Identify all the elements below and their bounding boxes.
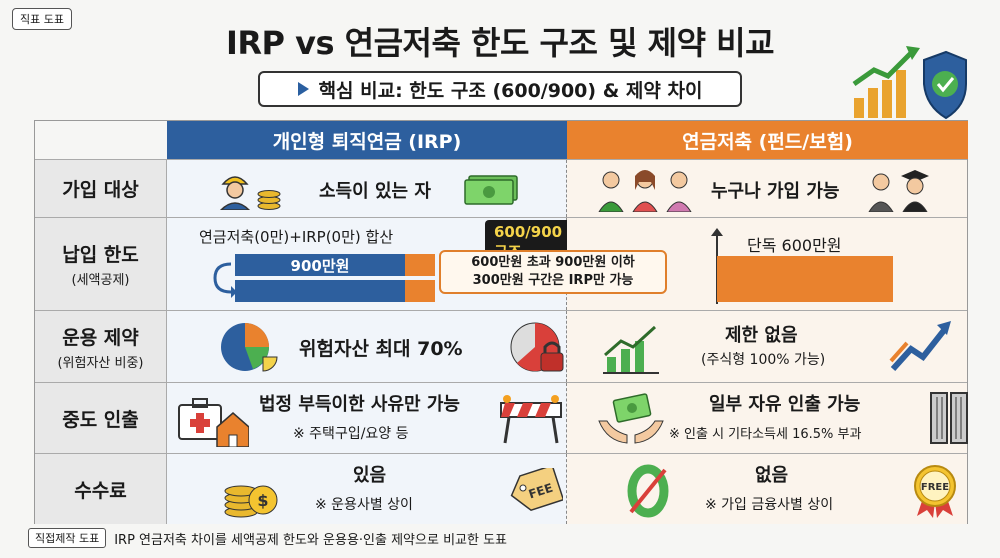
irp-limit-bar-lower: [235, 280, 405, 302]
free-badge-text: FREE: [921, 482, 949, 493]
row-limit: 납입 한도 (세액공제) 연금저축(0만)+IRP(0만) 합산 900만원 6…: [35, 217, 967, 310]
svg-text:$: $: [257, 491, 268, 510]
irp-withdrawal-sub: ※ 주택구입/요양 등: [293, 426, 409, 442]
pension-eligibility-text: 누구나 가입 가능: [711, 181, 840, 202]
row-label-text: 운용 제약: [62, 326, 139, 349]
row-label-sub: (세액공제): [71, 273, 130, 288]
row-label-text: 중도 인출: [62, 408, 139, 431]
cell-pension-withdrawal: 일부 자유 인출 가능 ※ 인출 시 기타소득세 16.5% 부과: [567, 383, 968, 453]
row-label: 중도 인출: [35, 383, 167, 453]
pie-chart-icon: [221, 323, 278, 372]
cycle-arrow-icon: [213, 262, 235, 298]
row-label-text: 가입 대상: [62, 179, 139, 201]
row-label: 운용 제약 (위험자산 비중): [35, 311, 167, 382]
limit-note-box: 600만원 초과 900만원 이하 300만원 구간은 IRP만 가능: [439, 250, 667, 294]
coin-stack-icon: $: [224, 485, 278, 518]
cell-pension-eligibility: 누구나 가입 가능: [567, 160, 967, 217]
irp-limit-caption: 연금저축(0만)+IRP(0만) 합산: [199, 228, 394, 246]
triangle-icon: [297, 82, 309, 96]
lock-pie-icon: [510, 322, 564, 372]
irp-withdrawal-text: 법정 부득이한 사유만 가능: [259, 394, 460, 415]
irp-eligibility-text: 소득이 있는 자: [319, 181, 431, 202]
row-label-text: 수수료: [74, 479, 127, 502]
growth-shield-icon: [852, 46, 967, 120]
cell-irp-investment: 위험자산 최대 70%: [167, 311, 567, 382]
limit-note-line1: 600만원 초과 900만원 이하: [471, 255, 635, 270]
cash-icon: [464, 175, 518, 205]
row-withdrawal: 중도 인출 법정 부득이한 사유만 가능 ※ 주택구입/요양 등: [35, 382, 968, 453]
subtitle-text: 핵심 비교: 한도 구조 (600/900) & 제약 차이: [318, 79, 703, 102]
column-header-pension: 연금저축 (펀드/보험): [567, 121, 968, 159]
row-label: 가입 대상: [35, 160, 167, 217]
pension-investment-text: 제한 없음: [725, 325, 798, 346]
subtitle-box: 핵심 비교: 한도 구조 (600/900) & 제약 차이: [258, 71, 742, 107]
money-hands-icon: [598, 393, 664, 444]
irp-fees-text: 있음: [353, 465, 387, 486]
footer-caption: IRP 연금저축 차이를 세액공제 한도와 운용용·인출 제약으로 비교한 도표: [114, 532, 507, 548]
open-gate-icon: [930, 392, 968, 444]
pension-withdrawal-sub: ※ 인출 시 기타소득세 16.5% 부과: [669, 427, 862, 442]
pension-limit-text: 단독 600만원: [747, 236, 842, 255]
pension-fees-text: 없음: [755, 465, 789, 486]
row-eligibility: 가입 대상 소득이 있는 자: [35, 159, 967, 217]
row-fees: 수수료 $ 있음 ※ 운용사별 상이 FEE: [35, 453, 967, 524]
footer: 직접제작 도표 IRP 연금저축 차이를 세액공제 한도와 운용용·인출 제약으…: [28, 528, 507, 548]
barrier-icon: [500, 395, 562, 444]
irp-limit-bar-lower-extra: [405, 280, 435, 302]
row-label: 납입 한도 (세액공제): [35, 218, 167, 310]
irp-fees-sub: ※ 운용사별 상이: [315, 497, 413, 513]
bar-chart-icon: [603, 325, 659, 374]
worker-coins-icon: [219, 176, 281, 210]
limit-note-line2: 300만원 구간은 IRP만 가능: [472, 273, 634, 288]
irp-investment-text: 위험자산 최대 70%: [299, 338, 463, 360]
row-label-text: 납입 한도: [62, 244, 139, 266]
fee-tag-icon: FEE: [510, 468, 563, 512]
cell-pension-investment: 제한 없음 (주식형 100% 가능): [567, 311, 967, 382]
pension-limit-bar: [717, 256, 893, 302]
cell-irp-eligibility: 소득이 있는 자: [167, 160, 567, 217]
cell-irp-limit: 연금저축(0만)+IRP(0만) 합산 900만원 600/900 구조 600…: [167, 218, 667, 310]
people-group-icon: [598, 170, 692, 212]
free-badge-icon: FREE: [914, 465, 956, 518]
top-tag: 직표 도표: [12, 8, 72, 30]
page-title: IRP vs 연금저축 한도 구조 및 제약 비교: [225, 24, 775, 62]
pension-fees-sub: ※ 가입 금융사별 상이: [705, 497, 834, 513]
cell-irp-fees: $ 있음 ※ 운용사별 상이 FEE: [167, 454, 567, 524]
medical-house-icon: [178, 398, 249, 447]
cell-pension-fees: 없음 ※ 가입 금융사별 상이 FREE: [567, 454, 967, 524]
irp-limit-bar-extra: [405, 254, 435, 276]
zero-slash-icon: [627, 464, 669, 518]
footer-tag: 직접제작 도표: [28, 528, 107, 548]
irp-limit-bar: 900만원: [235, 254, 405, 276]
column-header-irp: 개인형 퇴직연금 (IRP): [167, 121, 567, 159]
row-label: 수수료: [35, 454, 167, 524]
row-label-sub: (위험자산 비중): [57, 355, 144, 371]
graduate-icon: [868, 170, 929, 212]
trend-up-arrow-icon: [889, 321, 951, 372]
cell-irp-withdrawal: 법정 부득이한 사유만 가능 ※ 주택구입/요양 등: [167, 383, 567, 453]
row-investment: 운용 제약 (위험자산 비중) 위험자산 최대 70%: [35, 310, 967, 382]
comparison-table: 개인형 퇴직연금 (IRP) 연금저축 (펀드/보험) 가입 대상 소득이 있는…: [34, 120, 968, 524]
pension-investment-sub: (주식형 100% 가능): [701, 352, 826, 368]
pension-withdrawal-text: 일부 자유 인출 가능: [709, 394, 861, 415]
